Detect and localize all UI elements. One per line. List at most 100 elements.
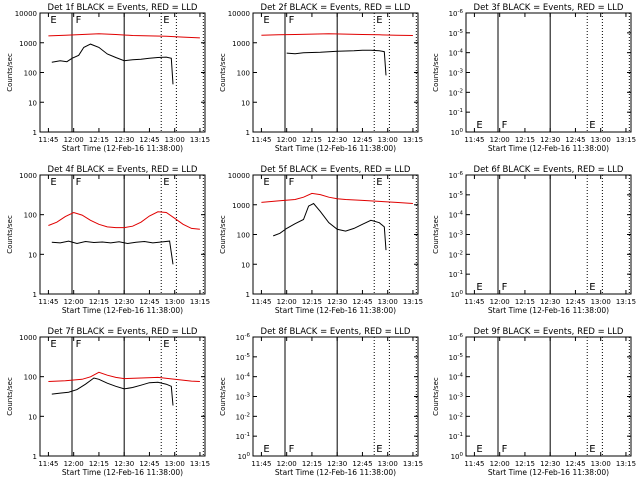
x-tick-label: 12:00 bbox=[64, 460, 84, 468]
marker-letter: E bbox=[263, 177, 269, 188]
x-tick-label: 12:15 bbox=[302, 136, 322, 144]
axes-frame bbox=[465, 12, 632, 133]
x-axis-label: Start Time (12-Feb-16 11:38:00) bbox=[275, 306, 396, 315]
y-tick-label: 10-6 bbox=[449, 9, 464, 18]
y-tick-label: 10-6 bbox=[449, 333, 464, 342]
x-tick-label: 13:00 bbox=[591, 298, 611, 306]
panel-title: Det 3f BLACK = Events, RED = LLD bbox=[474, 3, 624, 13]
x-axis-label: Start Time (12-Feb-16 11:38:00) bbox=[488, 306, 609, 315]
x-tick-label: 13:00 bbox=[165, 298, 185, 306]
axes-frame bbox=[465, 336, 632, 457]
x-tick-label: 13:15 bbox=[403, 460, 423, 468]
y-tick-label: 10-4 bbox=[236, 373, 251, 382]
x-tick-label: 11:45 bbox=[251, 136, 271, 144]
x-tick-label: 13:00 bbox=[165, 136, 185, 144]
detector-panel-1: Det 1f BLACK = Events, RED = LLD 1 10 100 10… bbox=[6, 3, 210, 153]
series-line-lld bbox=[48, 211, 200, 230]
x-tick-label: 12:30 bbox=[540, 460, 560, 468]
y-tick-label: 10-6 bbox=[236, 333, 251, 342]
axes-frame bbox=[252, 336, 419, 457]
y-tick-label: 1 bbox=[33, 291, 37, 299]
panel-title: Det 1f BLACK = Events, RED = LLD bbox=[48, 3, 198, 13]
y-axis-label: Counts/sec bbox=[6, 215, 14, 254]
x-tick-label: 13:00 bbox=[378, 136, 398, 144]
detector-panel-8: Det 8f BLACK = Events, RED = LLD 100 10-1 1… bbox=[219, 327, 423, 477]
x-axis-label: Start Time (12-Feb-16 11:38:00) bbox=[62, 144, 183, 153]
x-tick-label: 12:00 bbox=[490, 298, 510, 306]
y-axis-label: Counts/sec bbox=[219, 215, 227, 254]
marker-letter: F bbox=[76, 15, 82, 26]
x-tick-label: 11:45 bbox=[464, 460, 484, 468]
x-tick-label: 13:15 bbox=[616, 136, 636, 144]
x-tick-label: 12:00 bbox=[64, 298, 84, 306]
x-tick-label: 13:15 bbox=[190, 298, 210, 306]
y-tick-label: 1000 bbox=[19, 334, 37, 342]
y-tick-label: 10-4 bbox=[449, 211, 464, 220]
x-tick-label: 12:30 bbox=[327, 298, 347, 306]
marker-letter: E bbox=[376, 15, 382, 26]
series-line-events bbox=[51, 43, 174, 85]
x-tick-label: 13:15 bbox=[403, 136, 423, 144]
y-tick-label: 10-2 bbox=[236, 412, 250, 421]
marker-letter: E bbox=[263, 15, 269, 26]
x-tick-label: 12:00 bbox=[277, 136, 297, 144]
marker-letter: E bbox=[476, 282, 482, 293]
y-tick-label: 1000 bbox=[19, 172, 37, 180]
x-tick-label: 11:45 bbox=[38, 460, 58, 468]
marker-letter: E bbox=[50, 15, 56, 26]
marker-letter: F bbox=[502, 444, 508, 455]
y-axis-label: Counts/sec bbox=[432, 53, 440, 92]
x-tick-label: 11:45 bbox=[464, 136, 484, 144]
marker-letter: F bbox=[502, 282, 508, 293]
x-tick-label: 12:15 bbox=[302, 298, 322, 306]
detector-panel-7: Det 7f BLACK = Events, RED = LLD 1 10 100 10… bbox=[6, 327, 210, 477]
y-tick-label: 10000 bbox=[228, 10, 250, 18]
panel-title: Det 9f BLACK = Events, RED = LLD bbox=[474, 327, 624, 337]
marker-letter: F bbox=[289, 15, 295, 26]
y-tick-label: 10-2 bbox=[449, 250, 463, 259]
y-tick-label: 10000 bbox=[15, 10, 37, 18]
y-tick-label: 10-5 bbox=[449, 191, 464, 200]
marker-letter: F bbox=[76, 339, 82, 350]
series-line-events bbox=[286, 49, 387, 76]
series-line-events bbox=[51, 377, 174, 406]
x-tick-label: 12:45 bbox=[139, 460, 159, 468]
y-tick-label: 100 bbox=[238, 452, 251, 461]
panel-title: Det 8f BLACK = Events, RED = LLD bbox=[261, 327, 411, 337]
x-tick-label: 12:45 bbox=[139, 298, 159, 306]
marker-letter: E bbox=[376, 444, 382, 455]
x-tick-label: 12:15 bbox=[515, 298, 535, 306]
panel-title: Det 6f BLACK = Events, RED = LLD bbox=[474, 165, 624, 175]
detector-panel-6: Det 6f BLACK = Events, RED = LLD 100 10-1 1… bbox=[432, 165, 636, 315]
series-line-events bbox=[51, 240, 174, 265]
marker-letter: E bbox=[163, 15, 169, 26]
x-tick-label: 13:00 bbox=[591, 136, 611, 144]
x-tick-label: 12:45 bbox=[565, 136, 585, 144]
y-tick-label: 10-2 bbox=[449, 412, 463, 421]
y-tick-label: 10-4 bbox=[449, 373, 464, 382]
marker-letter: E bbox=[589, 282, 595, 293]
x-tick-label: 11:45 bbox=[38, 298, 58, 306]
detector-panel-4: Det 4f BLACK = Events, RED = LLD 1 10 100 10… bbox=[6, 165, 210, 315]
y-tick-label: 10 bbox=[28, 413, 37, 421]
x-tick-label: 13:00 bbox=[378, 460, 398, 468]
y-tick-label: 10-1 bbox=[449, 108, 463, 117]
y-tick-label: 1000 bbox=[232, 40, 250, 48]
x-axis-label: Start Time (12-Feb-16 11:38:00) bbox=[275, 144, 396, 153]
x-tick-label: 12:30 bbox=[540, 136, 560, 144]
y-tick-label: 100 bbox=[237, 232, 250, 240]
axes-frame bbox=[252, 12, 419, 133]
marker-letter: E bbox=[476, 120, 482, 131]
y-tick-label: 10-3 bbox=[449, 231, 464, 240]
y-tick-label: 10 bbox=[241, 99, 250, 107]
y-tick-label: 1 bbox=[33, 129, 37, 137]
x-tick-label: 12:45 bbox=[352, 460, 372, 468]
x-tick-label: 12:45 bbox=[139, 136, 159, 144]
marker-letter: F bbox=[76, 177, 82, 188]
y-tick-label: 10-1 bbox=[449, 270, 463, 279]
x-tick-label: 12:15 bbox=[89, 136, 109, 144]
y-tick-label: 10-5 bbox=[449, 353, 464, 362]
x-tick-label: 13:15 bbox=[616, 460, 636, 468]
y-tick-label: 10 bbox=[28, 251, 37, 259]
